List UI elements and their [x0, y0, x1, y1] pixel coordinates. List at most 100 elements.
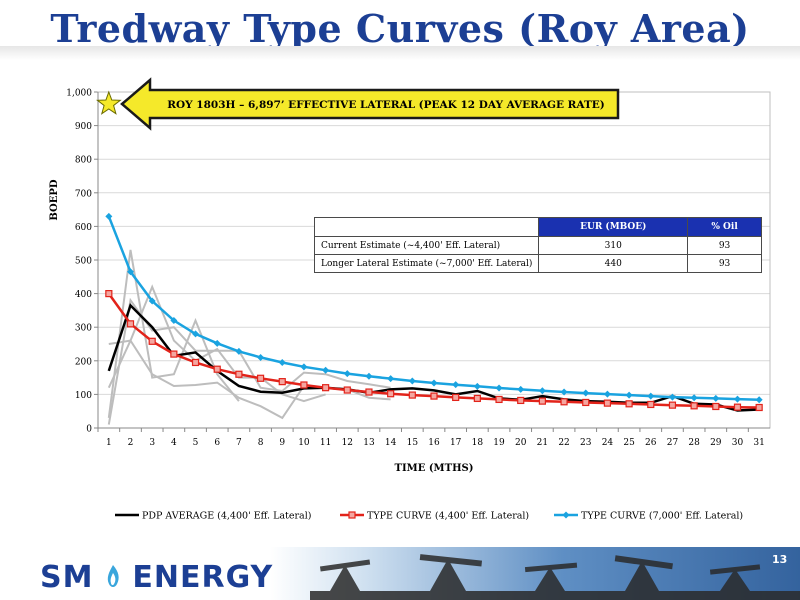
y-tick-label: 700 [75, 189, 92, 199]
x-tick-label: 11 [320, 438, 331, 448]
x-tick-label: 1 [106, 438, 112, 448]
x-tick-label: 28 [688, 438, 700, 448]
background-well-line [107, 284, 326, 403]
pumpjack-silhouettes-icon [310, 554, 800, 600]
x-tick-label: 13 [363, 438, 375, 448]
x-axis-label: TIME (MTHS) [395, 463, 474, 474]
data-point [668, 401, 677, 409]
data-point [191, 358, 200, 367]
callout-arrow [120, 77, 620, 131]
table-cell-eur: 310 [538, 236, 689, 255]
x-tick-label: 17 [450, 438, 462, 448]
data-point [322, 384, 330, 392]
data-point [148, 337, 156, 345]
data-point [256, 374, 265, 382]
x-tick-label: 15 [407, 438, 419, 448]
table-cell-label: Current Estimate (~4,400' Eff. Lateral) [313, 236, 540, 255]
y-axis-label: BOEPD [49, 179, 60, 220]
data-point [127, 268, 135, 276]
table-cell-eur: 440 [538, 254, 689, 273]
data-point [712, 402, 720, 411]
x-tick-label: 24 [602, 438, 614, 448]
data-point [517, 385, 525, 393]
data-point [582, 389, 590, 397]
data-point [712, 394, 720, 402]
data-point [387, 375, 395, 383]
data-point [213, 365, 221, 373]
data-point [603, 390, 611, 398]
data-point [517, 396, 525, 405]
x-tick-labels: 1 2 3 4 5 6 7 8 9 10 11 12 13 14 15 16 17 18 19 20 21 22 23 24 2… [106, 438, 765, 448]
data-point [213, 339, 221, 347]
x-tick-label: 31 [753, 438, 764, 448]
star-shape [96, 90, 122, 115]
x-tick-label: 3 [149, 438, 155, 448]
data-point [105, 290, 113, 298]
x-tick-label: 8 [258, 438, 264, 448]
table-row: Current Estimate (~4,400' Eff. Lateral) … [313, 236, 762, 255]
data-point [690, 394, 698, 402]
data-point [538, 387, 546, 395]
data-point [170, 350, 178, 358]
data-point [473, 394, 481, 403]
x-tick-label: 19 [493, 438, 505, 448]
background-well-line [107, 297, 391, 425]
data-point [755, 396, 763, 404]
x-tick-label: 2 [128, 438, 134, 448]
data-point [452, 393, 460, 402]
data-point [300, 363, 308, 371]
y-tick-labels: 0 100 200 300 400 500 600 700 800 900 1,000 [66, 89, 92, 435]
eur-table-header-eur: EUR (MBOE) [538, 217, 689, 237]
x-tick-label: 20 [515, 438, 527, 448]
x-tick-label: 21 [537, 438, 548, 448]
logo-sm: SM [40, 560, 94, 595]
y-tick-label: 200 [75, 357, 92, 367]
table-cell-label: Longer Lateral Estimate (~7,000' Eff. La… [313, 254, 540, 273]
data-point [755, 403, 763, 412]
x-tick-label: 26 [645, 438, 657, 448]
flame-icon [105, 563, 121, 589]
highlight-star-icon [96, 90, 122, 115]
y-tick-label: 100 [75, 391, 92, 401]
data-point [560, 388, 568, 396]
eur-table: EUR (MBOE) % Oil Current Estimate (~4,40… [313, 217, 762, 273]
data-point [690, 402, 698, 410]
data-point [603, 399, 612, 407]
legend-label: PDP AVERAGE (4,400' Eff. Lateral) [142, 511, 311, 522]
data-point [365, 372, 373, 380]
table-cell-oil: 93 [687, 236, 762, 255]
eur-table-header-blank [313, 217, 540, 237]
data-point [408, 377, 416, 385]
series-square [105, 290, 763, 412]
x-tick-label: 18 [472, 438, 484, 448]
legend-label: TYPE CURVE (4,400' Eff. Lateral) [367, 511, 529, 522]
legend-entry: TYPE CURVE (4,400' Eff. Lateral) [340, 511, 529, 522]
x-tick-label: 5 [193, 438, 199, 448]
data-point [538, 397, 546, 405]
data-point [365, 388, 373, 396]
page-number: 13 [772, 553, 788, 566]
callout-text: ROY 1803H – 6,897’ EFFECTIVE LATERAL (PE… [167, 99, 604, 111]
legend-entry: PDP AVERAGE (4,400' Eff. Lateral) [115, 511, 311, 522]
eur-table-header: EUR (MBOE) % Oil [313, 217, 762, 237]
background-wells [107, 249, 391, 425]
y-tick-label: 500 [75, 257, 92, 267]
x-tick-label: 9 [279, 438, 285, 448]
data-point [343, 370, 351, 378]
x-tick-label: 30 [732, 438, 744, 448]
data-point [257, 353, 265, 361]
data-point [560, 398, 568, 406]
data-point [278, 378, 286, 386]
data-point [235, 347, 243, 355]
background-well-line [107, 249, 240, 419]
data-point [495, 384, 503, 392]
x-tick-label: 14 [385, 438, 397, 448]
data-point [148, 297, 156, 305]
sm-energy-logo: SM ENERGY [40, 560, 273, 595]
y-tick-label: 1,000 [66, 89, 92, 99]
x-tick-label: 22 [558, 438, 569, 448]
data-point [473, 382, 481, 390]
table-row: Longer Lateral Estimate (~7,000' Eff. La… [313, 254, 762, 273]
data-point [192, 330, 200, 338]
